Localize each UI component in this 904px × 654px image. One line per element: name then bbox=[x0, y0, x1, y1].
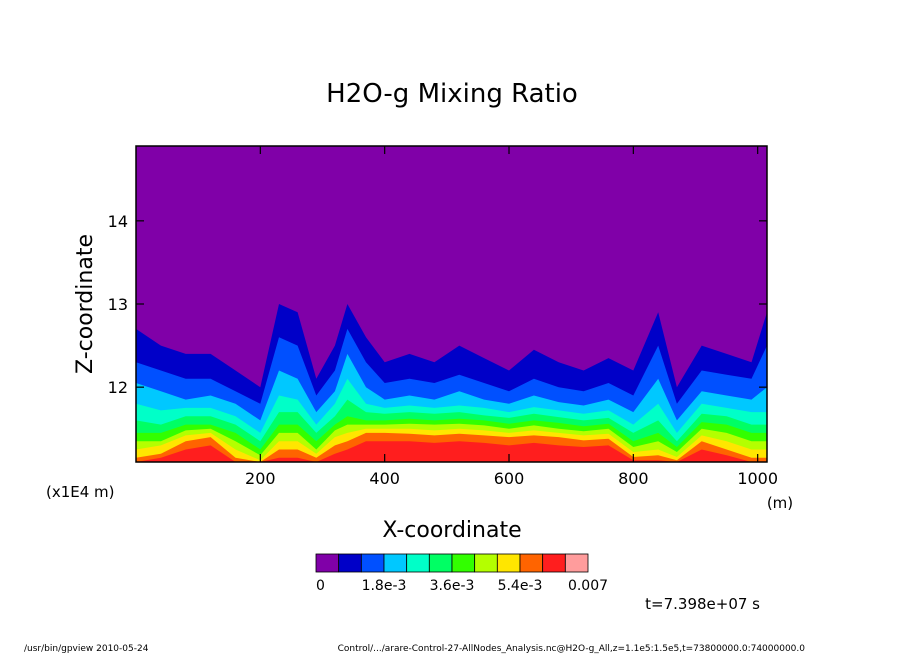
colorbar-swatch bbox=[496, 553, 521, 573]
colorbar-labels: 0 1.8e-3 3.6e-3 5.4e-3 0.007 bbox=[316, 578, 608, 594]
colorbar-swatch bbox=[428, 553, 453, 573]
contour-bands bbox=[136, 304, 767, 462]
colorbar-label: 3.6e-3 bbox=[430, 578, 475, 594]
x-axis-label: X-coordinate bbox=[382, 518, 521, 543]
colorbar-swatch bbox=[519, 553, 544, 573]
colorbar-swatch bbox=[315, 553, 340, 573]
footer-left: /usr/bin/gpview 2010-05-24 bbox=[24, 644, 149, 654]
plot-area bbox=[135, 145, 768, 463]
colorbar-swatch bbox=[360, 553, 385, 573]
y-tick-label: 14 bbox=[108, 212, 128, 231]
colorbar-label: 1.8e-3 bbox=[362, 578, 407, 594]
colorbar-label: 5.4e-3 bbox=[498, 578, 543, 594]
contour-band-10 bbox=[136, 441, 767, 462]
y-axis-unit: (x1E4 m) bbox=[46, 483, 115, 501]
colorbar-swatch bbox=[338, 553, 362, 573]
colorbar bbox=[315, 553, 589, 573]
colorbar-swatch bbox=[474, 553, 498, 573]
x-tick-label: 400 bbox=[369, 469, 400, 488]
colorbar-swatch bbox=[564, 553, 589, 573]
y-axis-ticks: 12 13 14 bbox=[108, 212, 767, 397]
y-tick-label: 12 bbox=[108, 378, 128, 397]
x-axis-ticks: 200 400 600 800 1000 bbox=[245, 146, 778, 488]
y-axis-label: Z-coordinate bbox=[73, 234, 98, 374]
colorbar-swatch bbox=[406, 553, 430, 573]
colorbar-swatch bbox=[383, 553, 408, 573]
x-tick-label: 800 bbox=[618, 469, 649, 488]
colorbar-swatch bbox=[451, 553, 476, 573]
colorbar-label: 0 bbox=[316, 578, 325, 594]
time-label: t=7.398e+07 s bbox=[645, 595, 760, 613]
y-tick-label: 13 bbox=[108, 295, 128, 314]
x-tick-label: 600 bbox=[494, 469, 525, 488]
colorbar-label: 0.007 bbox=[568, 578, 608, 594]
x-axis-unit: (m) bbox=[767, 494, 793, 512]
footer-right: Control/.../arare-Control-27-AllNodes_An… bbox=[338, 644, 806, 654]
x-tick-label: 1000 bbox=[737, 469, 778, 488]
colorbar-swatch bbox=[542, 553, 566, 573]
x-tick-label: 200 bbox=[245, 469, 276, 488]
chart-title: H2O-g Mixing Ratio bbox=[326, 79, 578, 109]
